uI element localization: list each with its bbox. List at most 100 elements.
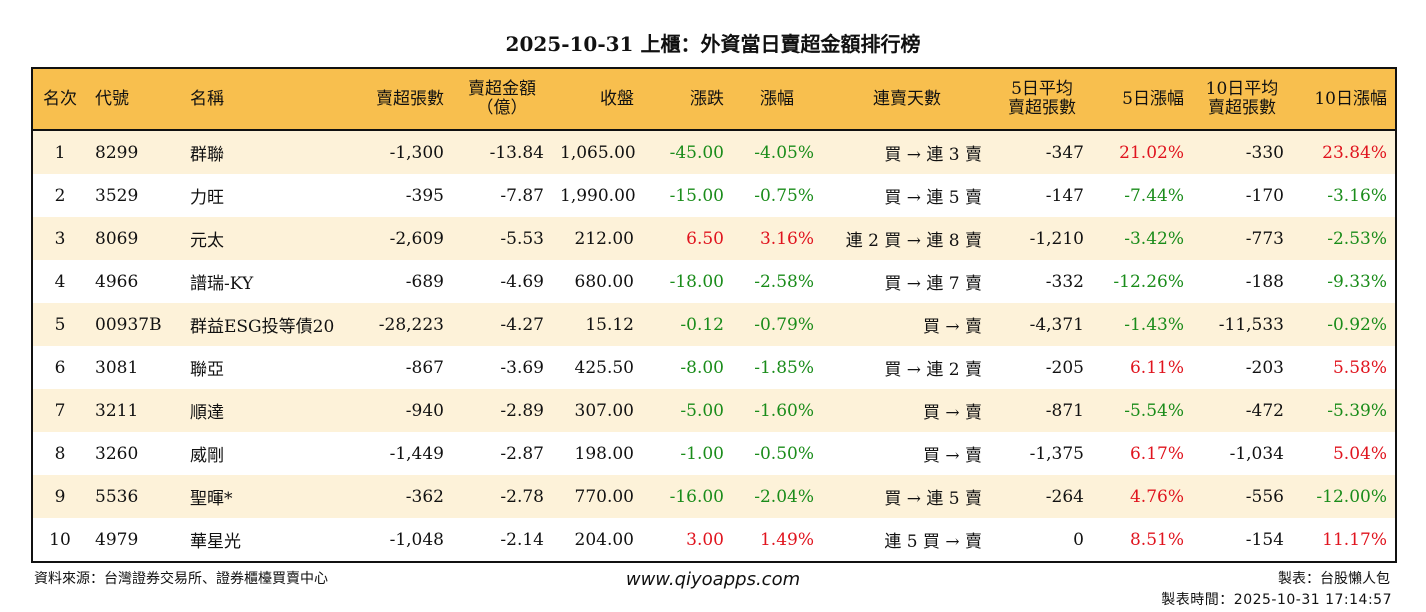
cell-name: 華星光	[190, 532, 241, 552]
page-title: 2025-10-31 上櫃：外資當日賣超金額排行榜	[505, 32, 921, 56]
table-row: 5 00937B 群益ESG投等債20 -28,223 -4.27 15.12 -0.12 -…	[33, 303, 1395, 346]
author: 製表：台股懶人包	[1278, 571, 1390, 587]
cell-pct10: -0.92%	[1327, 314, 1387, 335]
cell-close: 770.00	[574, 486, 634, 507]
cell-close: 1,990.00	[560, 185, 636, 206]
cell-change: 6.50	[686, 228, 724, 249]
cell-consecutive-days: 買 → 賣	[922, 403, 982, 423]
header-avg5-shares: 5日平均 賣超張數	[1008, 79, 1076, 118]
cell-close: 1,065.00	[560, 142, 636, 163]
cell-avg5-shares: -147	[1045, 185, 1084, 206]
cell-sell-amount: -5.53	[500, 228, 544, 249]
table-row: 10 4979 華星光 -1,048 -2.14 204.00 3.00 1.49% 連 5 買…	[33, 518, 1395, 561]
cell-change-pct: 3.16%	[759, 228, 814, 249]
table-row: 6 3081 聯亞 -867 -3.69 425.50 -8.00 -1.85% 買 → 連 2…	[33, 346, 1395, 389]
cell-close: 204.00	[574, 529, 634, 550]
header-change-pct: 漲幅	[760, 88, 794, 109]
cell-avg5-shares: -347	[1045, 142, 1084, 163]
cell-code: 3211	[95, 400, 139, 421]
ranking-table-container: 名次 代號 名稱 賣超張數 賣超金額 （億） 收盤 漲跌 漲幅 連賣天數 5日平均 賣超張數 5日漲…	[31, 67, 1397, 563]
table-row: 7 3211 順達 -940 -2.89 307.00 -5.00 -1.60% 買 → 賣 -8…	[33, 389, 1395, 432]
cell-code: 8299	[95, 142, 139, 163]
cell-name: 譜瑞-KY	[190, 274, 254, 294]
cell-sell-shares: -867	[405, 357, 444, 378]
cell-sell-amount: -7.87	[500, 185, 544, 206]
header-pct10: 10日漲幅	[1314, 88, 1387, 109]
cell-change: -45.00	[669, 142, 724, 163]
cell-pct10: -5.39%	[1327, 400, 1387, 421]
cell-sell-shares: -395	[405, 185, 444, 206]
table-row: 4 4966 譜瑞-KY -689 -4.69 680.00 -18.00 -2.58% 買 →…	[33, 260, 1395, 303]
cell-avg10-shares: -1,034	[1229, 443, 1284, 464]
cell-avg5-shares: 0	[1073, 529, 1084, 550]
cell-sell-amount: -2.14	[500, 529, 544, 550]
table-row: 1 8299 群聯 -1,300 -13.84 1,065.00 -45.00 -4.05% 買…	[33, 130, 1395, 174]
cell-code: 4966	[95, 271, 139, 292]
cell-avg5-shares: -332	[1045, 271, 1084, 292]
cell-sell-shares: -1,449	[389, 443, 444, 464]
cell-pct10: -12.00%	[1316, 486, 1387, 507]
cell-code: 5536	[95, 486, 139, 507]
cell-avg5-shares: -1,375	[1029, 443, 1084, 464]
ranking-table: 名次 代號 名稱 賣超張數 賣超金額 （億） 收盤 漲跌 漲幅 連賣天數 5日平均 賣超張數 5日漲…	[33, 69, 1395, 561]
cell-pct5: 6.17%	[1129, 443, 1184, 464]
cell-change-pct: -0.50%	[754, 443, 814, 464]
cell-change-pct: -1.85%	[754, 357, 814, 378]
cell-rank: 3	[54, 228, 66, 249]
header-avg10-shares: 10日平均 賣超張數	[1205, 79, 1279, 118]
cell-avg10-shares: -154	[1245, 529, 1284, 550]
data-source: 資料來源：台灣證券交易所、證券櫃檯買賣中心	[34, 571, 328, 587]
cell-code: 4979	[95, 529, 139, 550]
header-change: 漲跌	[690, 88, 724, 109]
cell-change: -8.00	[680, 357, 724, 378]
cell-sell-amount: -2.87	[500, 443, 544, 464]
cell-change: -18.00	[669, 271, 724, 292]
header-name: 名稱	[190, 88, 224, 109]
cell-name: 元太	[190, 231, 224, 251]
cell-avg10-shares: -203	[1245, 357, 1284, 378]
cell-code: 3529	[95, 185, 139, 206]
cell-avg10-shares: -472	[1245, 400, 1284, 421]
cell-sell-shares: -362	[405, 486, 444, 507]
cell-avg5-shares: -1,210	[1029, 228, 1084, 249]
cell-close: 307.00	[574, 400, 634, 421]
website-link[interactable]: www.qiyoapps.com	[625, 569, 801, 590]
cell-rank: 9	[54, 486, 66, 507]
cell-pct10: 11.17%	[1322, 529, 1387, 550]
cell-sell-amount: -4.69	[500, 271, 544, 292]
cell-pct5: 4.76%	[1129, 486, 1184, 507]
header-consecutive-days: 連賣天數	[873, 88, 941, 109]
cell-name: 群益ESG投等債20	[190, 317, 335, 337]
cell-pct10: -3.16%	[1327, 185, 1387, 206]
header-sell-amount: 賣超金額 （億）	[468, 79, 536, 118]
cell-pct10: -2.53%	[1327, 228, 1387, 249]
cell-code: 3081	[95, 357, 139, 378]
header-rank: 名次	[43, 88, 77, 109]
cell-avg10-shares: -556	[1245, 486, 1284, 507]
cell-pct5: -12.26%	[1113, 271, 1184, 292]
cell-pct5: -7.44%	[1124, 185, 1184, 206]
header-pct5: 5日漲幅	[1122, 88, 1184, 109]
cell-rank: 2	[54, 185, 66, 206]
cell-avg5-shares: -871	[1045, 400, 1084, 421]
cell-rank: 6	[54, 357, 66, 378]
cell-name: 威剛	[190, 446, 224, 466]
cell-avg10-shares: -170	[1245, 185, 1284, 206]
cell-name: 聖暉*	[190, 489, 233, 509]
cell-change-pct: -4.05%	[754, 142, 814, 163]
cell-pct5: -3.42%	[1124, 228, 1184, 249]
cell-avg5-shares: -264	[1045, 486, 1084, 507]
cell-name: 聯亞	[190, 360, 224, 380]
cell-change-pct: -0.75%	[754, 185, 814, 206]
cell-close: 15.12	[585, 314, 634, 335]
cell-close: 198.00	[574, 443, 634, 464]
cell-sell-amount: -2.89	[500, 400, 544, 421]
cell-pct10: -9.33%	[1327, 271, 1387, 292]
cell-pct5: 21.02%	[1119, 142, 1184, 163]
cell-pct5: 6.11%	[1129, 357, 1184, 378]
cell-rank: 8	[54, 443, 66, 464]
cell-rank: 1	[54, 142, 66, 163]
generated-time: 製表時間：2025-10-31 17:14:57	[1161, 592, 1392, 608]
cell-pct5: -5.54%	[1124, 400, 1184, 421]
cell-consecutive-days: 買 → 連 5 賣	[884, 188, 982, 208]
